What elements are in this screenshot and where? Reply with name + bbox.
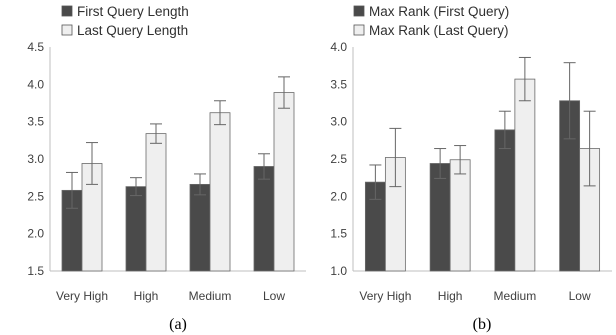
panel-caption: (a) <box>169 316 187 333</box>
x-tick-label: Low <box>569 289 591 303</box>
legend-swatch <box>353 24 365 36</box>
legend-label: Last Query Length <box>77 23 188 38</box>
y-tick-label: 2.5 <box>330 152 347 166</box>
bar <box>494 129 516 272</box>
y-tick-label: 3.5 <box>27 115 44 129</box>
y-tick-label: 2.0 <box>330 189 347 203</box>
y-tick-label: 3.0 <box>330 115 347 129</box>
legend-label: Max Rank (Last Query) <box>369 23 509 38</box>
bar <box>209 112 231 272</box>
x-tick-label: Very High <box>359 289 411 303</box>
legend-label: First Query Length <box>77 4 189 19</box>
bar <box>125 186 147 272</box>
panel-caption: (b) <box>473 316 492 333</box>
legend-label: Max Rank (First Query) <box>369 4 509 19</box>
y-tick-label: 2.0 <box>27 227 44 241</box>
y-tick-label: 3.5 <box>330 77 347 91</box>
x-tick-label: Medium <box>494 289 537 303</box>
y-tick-label: 1.5 <box>330 227 347 241</box>
bar <box>253 166 275 272</box>
bar <box>273 92 295 272</box>
x-tick-label: High <box>134 289 159 303</box>
chart-panel-b: Max Rank (First Query) Max Rank (Last Que… <box>330 4 612 333</box>
bar <box>449 159 471 272</box>
y-tick-label: 1.0 <box>330 264 347 278</box>
bar <box>514 78 536 272</box>
y-tick-label: 4.0 <box>330 40 347 54</box>
bar <box>429 163 451 272</box>
legend-swatch <box>61 24 73 36</box>
y-tick-label: 2.5 <box>27 189 44 203</box>
y-tick-label: 3.0 <box>27 152 44 166</box>
x-tick-label: Medium <box>189 289 232 303</box>
x-tick-label: Very High <box>56 289 108 303</box>
x-tick-label: Low <box>263 289 285 303</box>
chart-panel-a: First Query Length Last Query Length 1.5 2.… <box>27 4 306 333</box>
bar <box>189 183 211 272</box>
legend-swatch <box>353 5 365 17</box>
y-tick-label: 1.5 <box>27 264 44 278</box>
x-tick-label: High <box>438 289 463 303</box>
bar <box>145 133 167 272</box>
y-tick-label: 4.0 <box>27 77 44 91</box>
legend-swatch <box>61 5 73 17</box>
y-tick-label: 4.5 <box>27 40 44 54</box>
